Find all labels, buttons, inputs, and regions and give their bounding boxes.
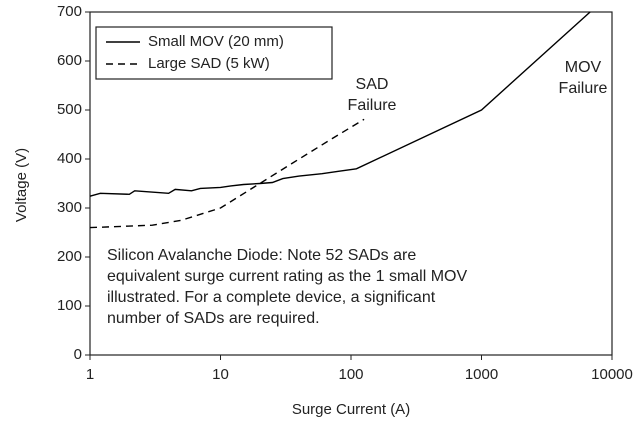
annotation: equivalent surge current rating as the 1…: [107, 268, 468, 285]
y-tick-label: 100: [57, 297, 82, 314]
y-tick-label: 300: [57, 199, 82, 216]
annotation: Failure: [348, 97, 397, 114]
annotation: SAD: [356, 76, 389, 93]
legend-box: [95, 26, 333, 80]
legend-label: Small MOV (20 mm): [148, 33, 284, 50]
y-tick-label: 700: [57, 3, 82, 20]
y-tick-label: 200: [57, 248, 82, 265]
series-line: [89, 11, 591, 197]
x-tick-label: 100: [338, 366, 363, 383]
x-tick-label: 1: [86, 366, 94, 383]
y-tick-label: 600: [57, 52, 82, 69]
legend-label: Large SAD (5 kW): [148, 55, 270, 72]
x-tick-label: 1000: [465, 366, 498, 383]
series-line: [89, 118, 365, 229]
y-axis-label: Voltage (V): [13, 148, 30, 222]
y-tick-label: 0: [74, 346, 82, 363]
annotation: Failure: [559, 80, 608, 97]
x-tick-label: 10000: [591, 366, 633, 383]
annotation: MOV: [565, 59, 602, 76]
annotation: number of SADs are required.: [107, 310, 320, 327]
x-axis-label: Surge Current (A): [292, 401, 410, 418]
y-tick-label: 400: [57, 150, 82, 167]
annotation: Silicon Avalanche Diode: Note 52 SADs ar…: [107, 247, 416, 264]
annotation: illustrated. For a complete device, a si…: [107, 289, 436, 306]
x-tick-label: 10: [212, 366, 229, 383]
y-tick-label: 500: [57, 101, 82, 118]
